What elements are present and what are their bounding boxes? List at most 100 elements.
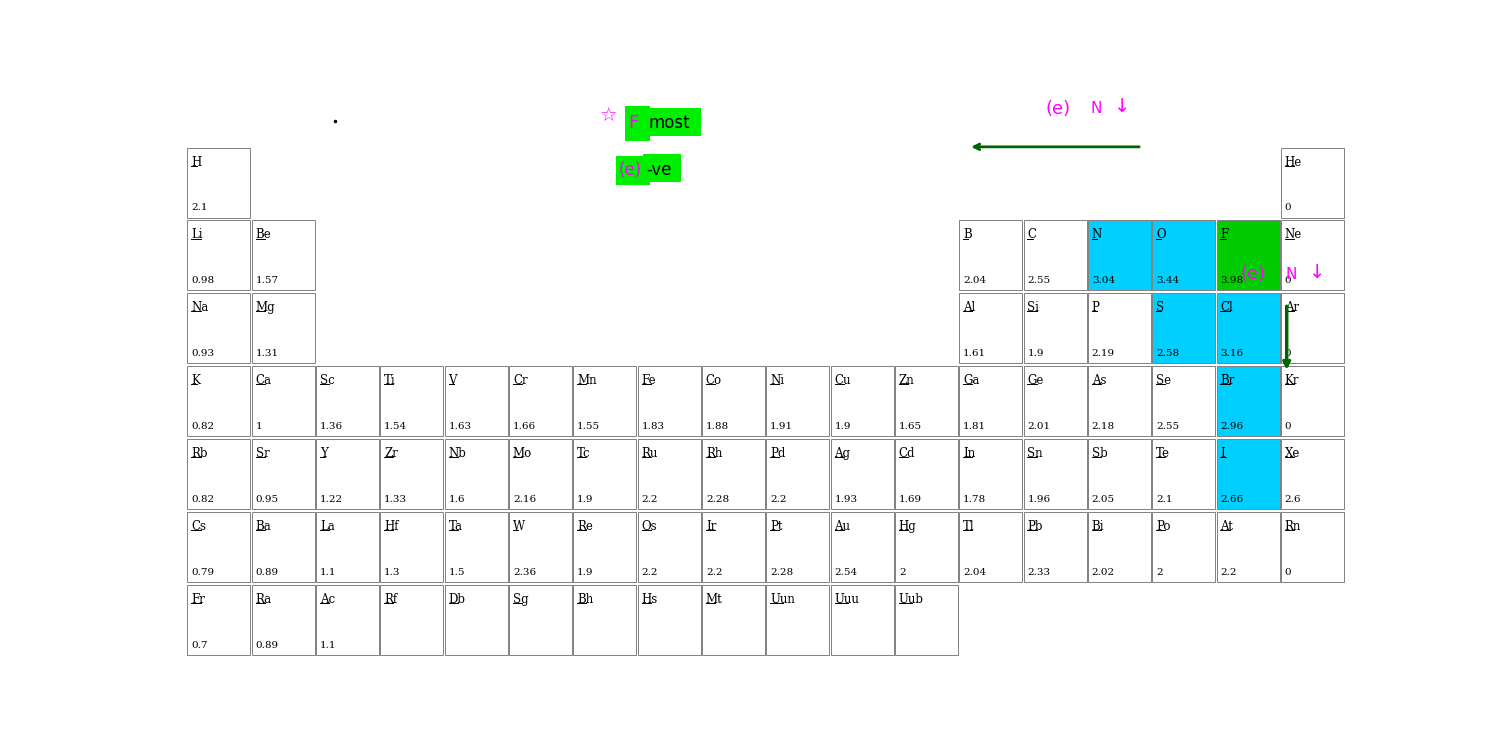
Bar	[1152, 293, 1215, 363]
Bar	[251, 221, 315, 290]
Text: Cs: Cs	[191, 520, 206, 533]
Bar	[251, 293, 315, 363]
Text: 0.7: 0.7	[191, 641, 208, 649]
Bar	[638, 512, 701, 582]
Text: ☆: ☆	[599, 107, 617, 125]
Text: 3.04: 3.04	[1092, 276, 1115, 286]
Bar	[702, 512, 765, 582]
Bar	[1280, 439, 1345, 509]
Text: 1.9: 1.9	[577, 568, 593, 576]
Text: I: I	[1221, 447, 1225, 460]
Text: Pd: Pd	[771, 447, 786, 460]
Text: Sn: Sn	[1028, 447, 1043, 460]
Text: K: K	[191, 374, 200, 387]
Bar	[1088, 366, 1150, 436]
Text: Au: Au	[835, 520, 850, 533]
Text: Pt: Pt	[771, 520, 783, 533]
Text: Ti: Ti	[384, 374, 396, 387]
Text: Hg: Hg	[899, 520, 917, 533]
Bar	[831, 439, 893, 509]
Text: 1.6: 1.6	[448, 494, 465, 504]
Text: Hs: Hs	[641, 593, 657, 606]
Text: Ir: Ir	[705, 520, 716, 533]
Bar	[381, 584, 444, 655]
Text: 2.1: 2.1	[191, 204, 208, 213]
Text: 2.01: 2.01	[1028, 422, 1050, 431]
Text: P: P	[1092, 301, 1100, 314]
Text: 0.79: 0.79	[191, 568, 214, 576]
Bar	[702, 439, 765, 509]
Bar	[1216, 293, 1280, 363]
Text: Tc: Tc	[577, 447, 590, 460]
Text: Sb: Sb	[1092, 447, 1107, 460]
Bar	[187, 221, 251, 290]
Bar	[509, 512, 572, 582]
Text: V: V	[448, 374, 457, 387]
Bar	[1088, 293, 1150, 363]
Text: 3.16: 3.16	[1221, 349, 1243, 358]
Bar	[1023, 512, 1086, 582]
Text: 1.78: 1.78	[964, 494, 986, 504]
Text: 1.61: 1.61	[964, 349, 986, 358]
Text: La: La	[320, 520, 335, 533]
Text: Db: Db	[448, 593, 466, 606]
Bar	[317, 584, 379, 655]
Text: 1.93: 1.93	[835, 494, 858, 504]
Bar	[251, 584, 315, 655]
Bar	[766, 512, 829, 582]
Text: 2.55: 2.55	[1156, 422, 1179, 431]
Text: Zn: Zn	[899, 374, 914, 387]
Text: Rf: Rf	[384, 593, 397, 606]
Text: 2.2: 2.2	[641, 494, 657, 504]
Text: Y: Y	[320, 447, 327, 460]
Text: 2.18: 2.18	[1092, 422, 1115, 431]
Bar	[895, 439, 958, 509]
Text: 1.81: 1.81	[964, 422, 986, 431]
Text: Ra: Ra	[255, 593, 272, 606]
Text: ↓: ↓	[1115, 97, 1131, 117]
Text: 1.83: 1.83	[641, 422, 665, 431]
Bar	[251, 512, 315, 582]
Text: W: W	[512, 520, 524, 533]
Bar	[187, 293, 251, 363]
Text: F: F	[629, 114, 639, 132]
Bar	[626, 106, 650, 141]
Text: Bi: Bi	[1092, 520, 1104, 533]
Text: Bh: Bh	[577, 593, 593, 606]
Text: 2.2: 2.2	[1221, 568, 1237, 576]
Text: Po: Po	[1156, 520, 1171, 533]
Text: 1.1: 1.1	[320, 568, 336, 576]
Bar	[959, 221, 1022, 290]
Text: Uub: Uub	[899, 593, 923, 606]
Text: 2.36: 2.36	[512, 568, 536, 576]
Bar	[638, 439, 701, 509]
Text: Cl: Cl	[1221, 301, 1233, 314]
Bar	[1152, 366, 1215, 436]
Bar	[317, 439, 379, 509]
Text: -ve: -ve	[645, 161, 671, 179]
Bar	[445, 366, 508, 436]
Bar	[187, 584, 251, 655]
Text: S: S	[1156, 301, 1164, 314]
Bar	[1280, 221, 1345, 290]
Bar	[959, 366, 1022, 436]
Text: N: N	[1091, 101, 1103, 117]
Bar	[509, 366, 572, 436]
Text: Re: Re	[577, 520, 593, 533]
Text: 2.54: 2.54	[835, 568, 858, 576]
Text: Cr: Cr	[512, 374, 527, 387]
Bar	[959, 293, 1022, 363]
Text: He: He	[1285, 156, 1303, 168]
Bar	[1216, 221, 1280, 290]
Bar	[895, 366, 958, 436]
Bar	[895, 512, 958, 582]
Bar	[644, 154, 681, 182]
Text: Ge: Ge	[1028, 374, 1044, 387]
Text: 2.28: 2.28	[771, 568, 793, 576]
Text: most: most	[648, 114, 690, 132]
Bar	[317, 366, 379, 436]
Text: In: In	[964, 447, 976, 460]
Text: Zr: Zr	[384, 447, 397, 460]
Text: Be: Be	[255, 229, 272, 241]
Text: 1.66: 1.66	[512, 422, 536, 431]
